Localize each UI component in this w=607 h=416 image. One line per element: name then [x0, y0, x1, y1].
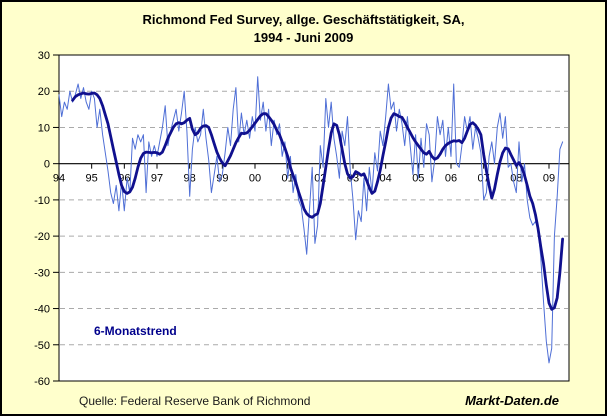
y-tick-label: 0 — [44, 159, 50, 171]
x-tick-label: 04 — [380, 173, 392, 185]
chart-title-line1: Richmond Fed Survey, allge. Geschäftstät… — [142, 12, 465, 27]
x-tick-label: 98 — [184, 173, 196, 185]
monthly-data-line — [58, 76, 564, 364]
y-tick-label: -20 — [34, 231, 50, 243]
y-tick-label: -10 — [34, 195, 50, 207]
trend-line — [71, 91, 564, 311]
y-tick-label: -60 — [34, 376, 50, 388]
x-tick-label: 00 — [249, 173, 261, 185]
y-tick-label: 20 — [38, 86, 50, 98]
x-tick-label: 95 — [86, 173, 98, 185]
chart-title-line2: 1994 - Juni 2009 — [253, 30, 354, 45]
trend-legend-label: 6-Monatstrend — [94, 324, 177, 338]
x-tick-label: 06 — [445, 173, 457, 185]
y-tick-label: -50 — [34, 340, 50, 352]
y-tick-label: -30 — [34, 267, 50, 279]
y-tick-label: 10 — [38, 122, 50, 134]
chart-title: Richmond Fed Survey, allge. Geschäftstät… — [2, 11, 605, 47]
x-tick-label: 97 — [151, 173, 163, 185]
source-label: Quelle: Federal Reserve Bank of Richmond — [79, 394, 311, 408]
x-tick-label: 09 — [543, 173, 555, 185]
x-tick-label: 94 — [53, 173, 65, 185]
y-tick-label: -40 — [34, 304, 50, 316]
watermark: Markt-Daten.de — [465, 393, 559, 408]
y-tick-label: 30 — [38, 50, 50, 62]
